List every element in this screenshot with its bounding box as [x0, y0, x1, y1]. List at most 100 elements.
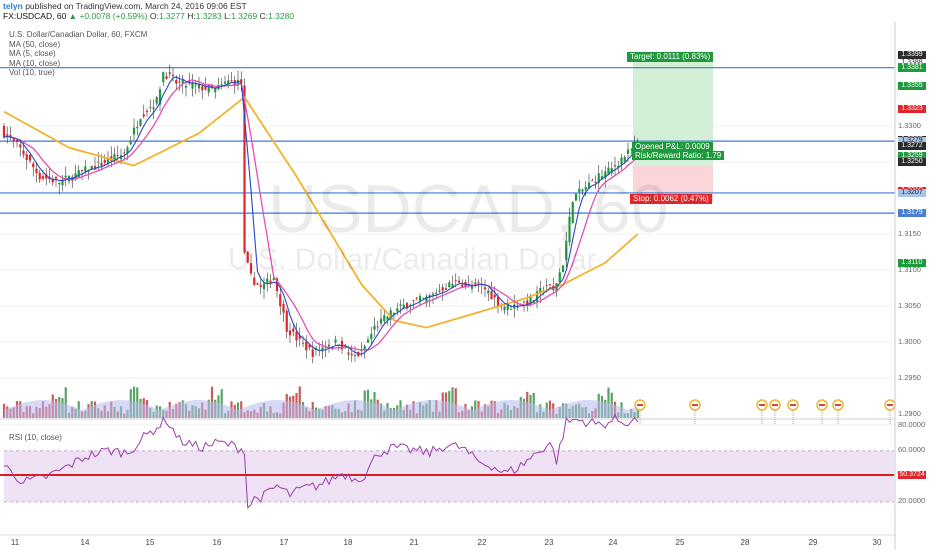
- legend-ma5[interactable]: MA (5, close): [9, 49, 56, 59]
- time-tick: 24: [608, 538, 618, 547]
- candle-body: [379, 318, 383, 324]
- candle-body: [350, 353, 353, 356]
- candle-body: [568, 216, 571, 243]
- chart-canvas[interactable]: [0, 22, 932, 550]
- candle-body: [197, 83, 201, 89]
- candle-body: [54, 176, 58, 179]
- legend-ma10[interactable]: MA (10, close): [9, 58, 61, 68]
- candle-body: [204, 86, 207, 90]
- candle-body: [243, 85, 246, 253]
- candle-body: [461, 284, 464, 287]
- stop-label: Stop: 0.0062 (0.47%): [630, 194, 712, 204]
- volume-bar: [298, 386, 301, 418]
- price-change: ▲ +0.0078 (+0.59%): [68, 11, 148, 21]
- candle-body: [288, 330, 292, 336]
- candle-body: [100, 162, 103, 166]
- volume-bar: [548, 400, 552, 418]
- price-tick: 1.3150: [898, 229, 921, 238]
- price-tag: 1.3399: [898, 50, 926, 59]
- candle-body: [363, 346, 366, 351]
- price-tag: 1.3272: [898, 142, 926, 151]
- candle-body: [591, 180, 594, 182]
- candle-body: [188, 80, 191, 84]
- event-flags[interactable]: [634, 399, 896, 424]
- candle-body: [162, 72, 165, 83]
- candle-body: [64, 175, 67, 178]
- low-value: 1.3269: [231, 11, 258, 21]
- rsi-legend[interactable]: RSI (10, close): [9, 433, 62, 442]
- economic-event-flag: [634, 399, 646, 424]
- time-tick: 25: [675, 538, 685, 547]
- watermark-name: U.S. Dollar/Canadian Dollar: [228, 243, 597, 276]
- candle-body: [136, 126, 139, 129]
- candle-body: [12, 137, 15, 141]
- candle-body: [353, 355, 357, 356]
- candle-body: [93, 166, 97, 170]
- candle-body: [425, 296, 428, 304]
- candle-body: [236, 79, 240, 86]
- candle-body: [545, 285, 548, 287]
- economic-event-flag: [816, 399, 828, 424]
- candle-body: [438, 290, 441, 292]
- legend-ma50[interactable]: MA (50, close): [9, 39, 61, 49]
- volume-bar: [451, 387, 454, 418]
- candle-body: [496, 296, 500, 307]
- candle-body: [123, 152, 126, 154]
- candle-body: [207, 85, 210, 93]
- candle-body: [581, 189, 584, 192]
- candle-body: [389, 310, 392, 320]
- pnl-label: Opened P&L: 0.0009: [632, 142, 713, 151]
- candle-body: [272, 278, 275, 280]
- candle-body: [175, 80, 178, 84]
- candle-body: [578, 188, 581, 192]
- price-tag: 1.3323: [898, 105, 926, 114]
- legend-volume[interactable]: Vol (10, true): [9, 68, 55, 78]
- candle-body: [558, 272, 561, 283]
- price-tag: 1.3250: [898, 158, 926, 166]
- author-link[interactable]: telyn: [3, 1, 23, 11]
- candle-body: [561, 265, 565, 273]
- candle-body: [249, 263, 253, 274]
- candle-body: [77, 170, 80, 179]
- price-tick: 1.3300: [898, 121, 921, 130]
- rsi-line: [3, 413, 639, 510]
- candle-body: [366, 339, 370, 343]
- ma10-line: [3, 79, 639, 351]
- candle-body: [487, 290, 490, 294]
- candle-body: [285, 310, 288, 332]
- candle-body: [441, 287, 444, 291]
- candle-body: [142, 114, 145, 117]
- symbol-label: FX:USDCAD, 60: [3, 11, 67, 21]
- candle-body: [126, 147, 129, 153]
- volume-bar: [220, 389, 223, 418]
- horizontal-lines[interactable]: [0, 67, 895, 214]
- candle-body: [230, 80, 233, 82]
- candle-body: [2, 125, 6, 138]
- price-tag: 1.3355: [898, 82, 926, 91]
- price-tag: 1.3388: [898, 59, 926, 67]
- price-tick: 1.2950: [898, 373, 921, 382]
- volume-bar: [64, 387, 67, 418]
- candle-body: [295, 331, 298, 341]
- time-tick: 23: [544, 538, 554, 547]
- candle-body: [610, 168, 613, 174]
- candle-body: [457, 280, 461, 283]
- candle-body: [412, 300, 415, 301]
- candle-body: [597, 173, 600, 184]
- watermark-symbol: USDCAD, 60: [268, 171, 669, 247]
- candle-body: [418, 296, 422, 302]
- candle-body: [201, 86, 204, 91]
- candle-body: [28, 154, 32, 161]
- candle-body: [178, 81, 181, 83]
- candle-body: [194, 84, 197, 86]
- candle-body: [522, 301, 526, 303]
- candle-body: [422, 297, 425, 299]
- candle-body: [470, 286, 474, 289]
- candle-body: [74, 173, 77, 179]
- time-tick: 18: [343, 538, 353, 547]
- candle-body: [145, 110, 149, 113]
- candle-body: [35, 168, 38, 174]
- candle-body: [103, 160, 106, 163]
- candle-body: [620, 157, 623, 165]
- candle-body: [415, 297, 418, 299]
